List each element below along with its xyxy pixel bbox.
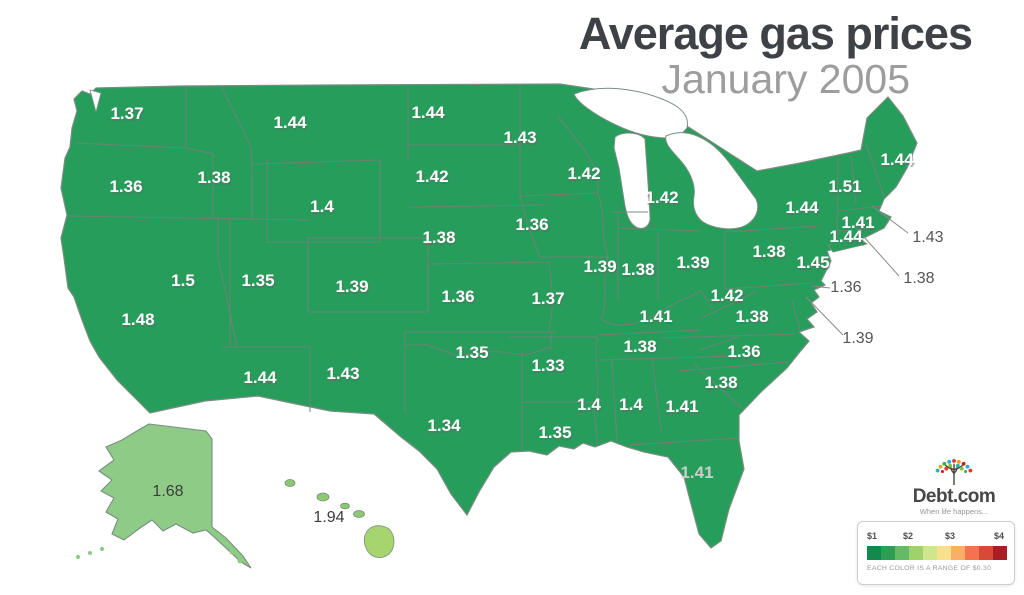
- price-label-sc: 1.38: [704, 373, 737, 392]
- price-label-wi: 1.42: [567, 164, 600, 183]
- title-block: Average gas prices January 2005: [578, 8, 973, 103]
- legend-tick-2: $2: [903, 531, 914, 541]
- price-label-la: 1.35: [538, 423, 571, 442]
- legend-color-segment: [937, 546, 951, 560]
- price-label-fl: 1.41: [680, 463, 713, 482]
- price-label-de-callout: 1.36: [830, 279, 861, 296]
- price-label-tx: 1.34: [427, 416, 461, 435]
- lake-michigan: [613, 132, 651, 229]
- price-label-ma: 1.41: [841, 213, 874, 232]
- hawaii-big-island: [363, 525, 395, 558]
- debt-com-logo: Debt.com When life happens...: [898, 458, 1010, 516]
- legend-color-segment: [993, 546, 1007, 560]
- legend-tick-1: $1: [867, 531, 878, 541]
- price-label-hi: 1.94: [313, 509, 344, 526]
- price-label-ca: 1.48: [121, 310, 154, 329]
- page-subtitle: January 2005: [661, 56, 910, 103]
- legend-caption: EACH COLOR IS A RANGE OF $0.30: [867, 565, 992, 572]
- callout-line-de: [811, 285, 831, 289]
- legend-tick-4: $4: [994, 531, 1005, 541]
- price-label-va: 1.38: [735, 307, 768, 326]
- price-label-oh: 1.39: [676, 253, 709, 272]
- price-label-tn: 1.38: [623, 337, 656, 356]
- legend-color-segment: [951, 546, 965, 560]
- price-label-az: 1.44: [243, 368, 277, 387]
- aleutian-islands: [76, 547, 243, 564]
- price-label-ne: 1.38: [422, 228, 455, 247]
- price-label-in: 1.38: [621, 260, 654, 279]
- price-label-ok: 1.35: [455, 343, 488, 362]
- callout-line-md: [805, 296, 844, 336]
- lake-superior: [573, 87, 689, 139]
- state-price-labels: 1.37 1.36 1.48 1.5 1.38 1.44 1.4 1.35 1.…: [109, 103, 943, 526]
- price-label-ga: 1.41: [665, 397, 698, 416]
- price-label-ny: 1.44: [785, 198, 819, 217]
- legend-color-segment: [895, 546, 909, 560]
- price-label-ks: 1.36: [441, 287, 474, 306]
- price-label-ky: 1.41: [639, 307, 672, 326]
- legend-color-bar: [867, 546, 1007, 560]
- price-label-nd: 1.44: [411, 103, 445, 122]
- price-label-pa: 1.38: [752, 242, 785, 261]
- alaska-shape: [98, 423, 252, 569]
- page-title: Average gas prices: [578, 8, 973, 59]
- price-label-il: 1.39: [583, 257, 616, 276]
- price-label-mi: 1.42: [645, 188, 678, 207]
- price-label-nh-callout: 1.43: [912, 229, 943, 246]
- price-label-ct: 1.44: [829, 227, 863, 246]
- price-label-ak: 1.68: [152, 483, 183, 500]
- legend-color-segment: [965, 546, 979, 560]
- lake-huron-erie: [665, 132, 759, 230]
- legend-tick-3: $3: [945, 531, 956, 541]
- price-label-co: 1.39: [335, 277, 368, 296]
- legend-color-segment: [881, 546, 895, 560]
- price-label-mt: 1.44: [273, 113, 307, 132]
- price-label-mo: 1.37: [531, 289, 564, 308]
- legend-color-segment: [979, 546, 993, 560]
- price-label-ut: 1.35: [241, 271, 274, 290]
- price-label-nv: 1.5: [171, 271, 195, 290]
- callout-lines: [805, 205, 909, 336]
- price-label-md-callout: 1.39: [842, 330, 873, 347]
- price-label-wv: 1.42: [710, 286, 743, 305]
- price-label-ms: 1.4: [577, 395, 601, 414]
- price-label-ar: 1.33: [531, 356, 564, 375]
- legend-color-segment: [909, 546, 923, 560]
- price-label-vt: 1.51: [828, 177, 861, 196]
- puget-sound: [89, 89, 102, 114]
- legend-color-segment: [923, 546, 937, 560]
- price-label-ia: 1.36: [515, 215, 548, 234]
- long-island: [827, 238, 868, 253]
- hawaii-islands: [284, 479, 395, 558]
- price-label-nm: 1.43: [326, 364, 359, 383]
- price-label-wy: 1.4: [310, 197, 334, 216]
- price-label-wa: 1.37: [110, 104, 143, 123]
- logo-brand-text: Debt.com: [912, 486, 996, 507]
- price-label-ri-callout: 1.38: [903, 270, 934, 287]
- price-label-nj: 1.45: [796, 253, 829, 272]
- price-label-nc: 1.36: [727, 342, 760, 361]
- price-label-or: 1.36: [109, 177, 142, 196]
- price-label-id: 1.38: [197, 168, 230, 187]
- callout-line-nh: [871, 205, 909, 234]
- tree-icon: [935, 458, 973, 485]
- price-label-me: 1.44: [880, 150, 914, 169]
- logo-tagline: When life happens...: [919, 507, 989, 516]
- price-color-legend: $1 $2 $3 $4 EACH COLOR IS A RANGE OF $0.…: [857, 521, 1015, 585]
- legend-color-segment: [867, 546, 881, 560]
- state-borders: [66, 85, 885, 452]
- price-label-mn: 1.43: [503, 128, 536, 147]
- price-label-al: 1.4: [619, 395, 643, 414]
- price-label-sd: 1.42: [415, 167, 448, 186]
- callout-line-ri: [863, 236, 900, 277]
